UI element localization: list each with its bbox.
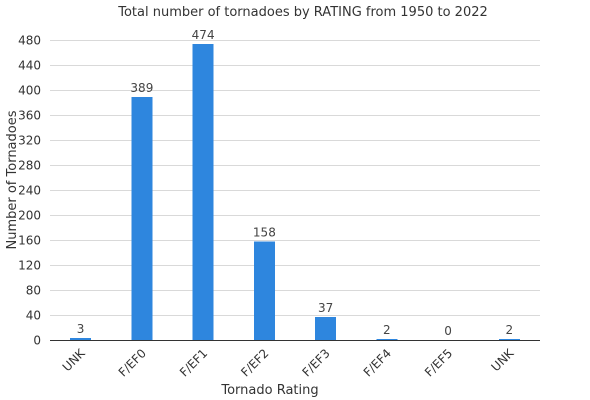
x-tick-label: F/EF4 — [361, 346, 394, 379]
bar — [253, 241, 275, 340]
data-label: 37 — [318, 301, 333, 315]
y-tick-label: 400 — [18, 84, 41, 98]
data-label: 158 — [253, 225, 276, 239]
data-labels: 3 389 474 158 37 2 0 2 — [77, 28, 513, 338]
bar — [315, 316, 337, 340]
y-tick-label: 40 — [26, 309, 41, 323]
chart-title: Total number of tornadoes by RATING from… — [117, 5, 488, 20]
y-tick-label: 200 — [18, 209, 41, 223]
data-label: 3 — [77, 322, 85, 336]
bar — [131, 96, 153, 340]
x-tick-label: UNK — [488, 345, 517, 374]
bars — [70, 43, 520, 340]
x-tick-label: F/EF5 — [422, 346, 455, 379]
y-tick-label: 440 — [18, 59, 41, 73]
y-tick-label: 320 — [18, 134, 41, 148]
y-tick-label: 480 — [18, 34, 41, 48]
x-tick-label: F/EF2 — [238, 346, 271, 379]
y-tick-label: 360 — [18, 109, 41, 123]
x-tick-label: F/EF3 — [299, 346, 332, 379]
y-tick-label: 240 — [18, 184, 41, 198]
x-tick-label: UNK — [60, 345, 89, 374]
y-tick-label: 280 — [18, 159, 41, 173]
x-tick-label: F/EF1 — [177, 346, 210, 379]
data-label: 2 — [506, 323, 514, 337]
bar — [498, 338, 520, 340]
y-tick-label: 160 — [18, 234, 41, 248]
y-axis-ticks: 0 40 80 120 160 200 240 280 320 360 400 440 480 — [18, 34, 41, 348]
y-tick-label: 120 — [18, 259, 41, 273]
y-tick-label: 80 — [26, 284, 41, 298]
data-label: 474 — [192, 28, 215, 42]
y-axis-label: Number of Tornadoes — [5, 110, 20, 249]
y-tick-label: 0 — [33, 334, 41, 348]
x-tick-label: F/EF0 — [116, 346, 149, 379]
x-axis-ticks: UNK F/EF0 F/EF1 F/EF2 F/EF3 F/EF4 F/EF5 UNK — [60, 345, 518, 379]
bar — [70, 338, 92, 340]
data-label: 0 — [444, 324, 452, 338]
bar — [192, 43, 214, 340]
bar — [376, 338, 398, 340]
gridlines — [50, 40, 540, 316]
data-label: 2 — [383, 323, 391, 337]
x-axis-label: Tornado Rating — [220, 383, 318, 398]
data-label: 389 — [130, 81, 153, 95]
